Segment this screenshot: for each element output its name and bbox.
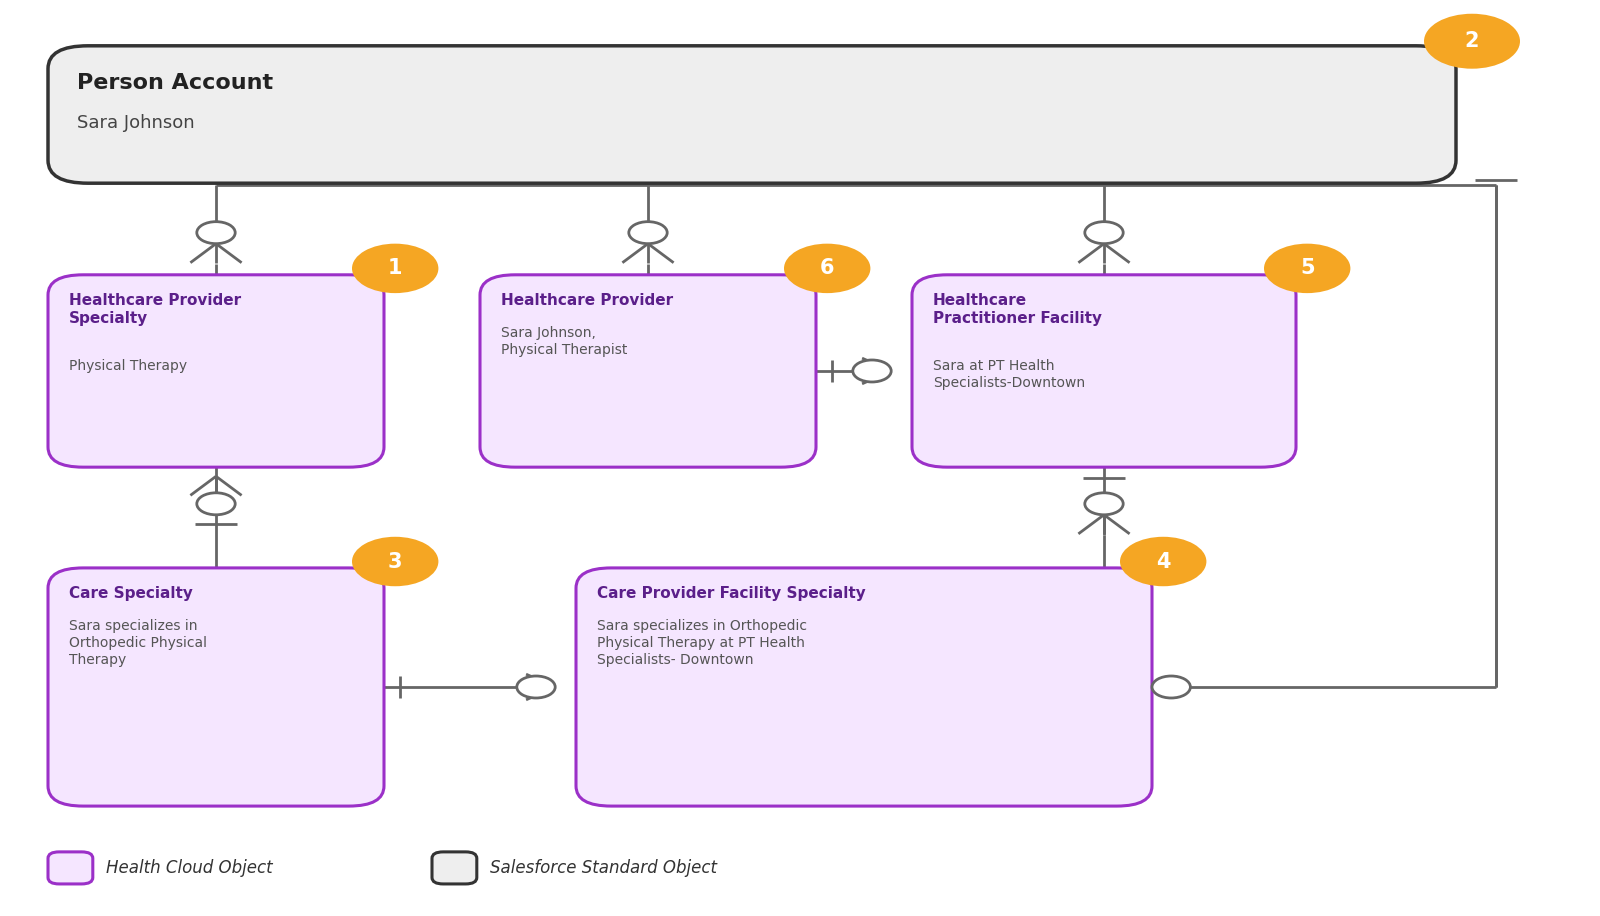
Circle shape bbox=[352, 537, 438, 586]
FancyBboxPatch shape bbox=[48, 568, 384, 806]
Text: Care Provider Facility Specialty: Care Provider Facility Specialty bbox=[597, 586, 866, 601]
FancyBboxPatch shape bbox=[48, 46, 1456, 183]
Circle shape bbox=[1120, 537, 1206, 586]
Text: 4: 4 bbox=[1155, 551, 1171, 572]
Circle shape bbox=[1085, 493, 1123, 515]
Text: Healthcare Provider: Healthcare Provider bbox=[501, 293, 674, 308]
Text: Physical Therapy: Physical Therapy bbox=[69, 359, 187, 373]
Text: 6: 6 bbox=[819, 258, 835, 278]
Circle shape bbox=[853, 360, 891, 382]
Circle shape bbox=[629, 222, 667, 244]
FancyBboxPatch shape bbox=[576, 568, 1152, 806]
Circle shape bbox=[1264, 244, 1350, 293]
Circle shape bbox=[517, 676, 555, 698]
Text: Salesforce Standard Object: Salesforce Standard Object bbox=[490, 859, 717, 878]
FancyBboxPatch shape bbox=[432, 852, 477, 884]
Text: Sara specializes in
Orthopedic Physical
Therapy: Sara specializes in Orthopedic Physical … bbox=[69, 619, 206, 667]
Text: 2: 2 bbox=[1464, 31, 1480, 51]
Text: Sara at PT Health
Specialists-Downtown: Sara at PT Health Specialists-Downtown bbox=[933, 359, 1085, 390]
Text: Health Cloud Object: Health Cloud Object bbox=[106, 859, 272, 878]
Text: Sara Johnson,
Physical Therapist: Sara Johnson, Physical Therapist bbox=[501, 326, 627, 357]
Text: Sara Johnson: Sara Johnson bbox=[77, 114, 195, 133]
Text: 1: 1 bbox=[387, 258, 403, 278]
Circle shape bbox=[1424, 14, 1520, 69]
Circle shape bbox=[784, 244, 870, 293]
Text: 5: 5 bbox=[1299, 258, 1315, 278]
Text: Care Specialty: Care Specialty bbox=[69, 586, 192, 601]
Circle shape bbox=[197, 493, 235, 515]
Text: Healthcare
Practitioner Facility: Healthcare Practitioner Facility bbox=[933, 293, 1102, 326]
Circle shape bbox=[1085, 222, 1123, 244]
FancyBboxPatch shape bbox=[48, 275, 384, 467]
Text: Person Account: Person Account bbox=[77, 73, 274, 93]
Circle shape bbox=[197, 222, 235, 244]
Text: 3: 3 bbox=[387, 551, 403, 572]
Text: Healthcare Provider
Specialty: Healthcare Provider Specialty bbox=[69, 293, 242, 326]
FancyBboxPatch shape bbox=[912, 275, 1296, 467]
Circle shape bbox=[1152, 676, 1190, 698]
FancyBboxPatch shape bbox=[48, 852, 93, 884]
Circle shape bbox=[352, 244, 438, 293]
FancyBboxPatch shape bbox=[480, 275, 816, 467]
Text: Sara specializes in Orthopedic
Physical Therapy at PT Health
Specialists- Downto: Sara specializes in Orthopedic Physical … bbox=[597, 619, 806, 667]
